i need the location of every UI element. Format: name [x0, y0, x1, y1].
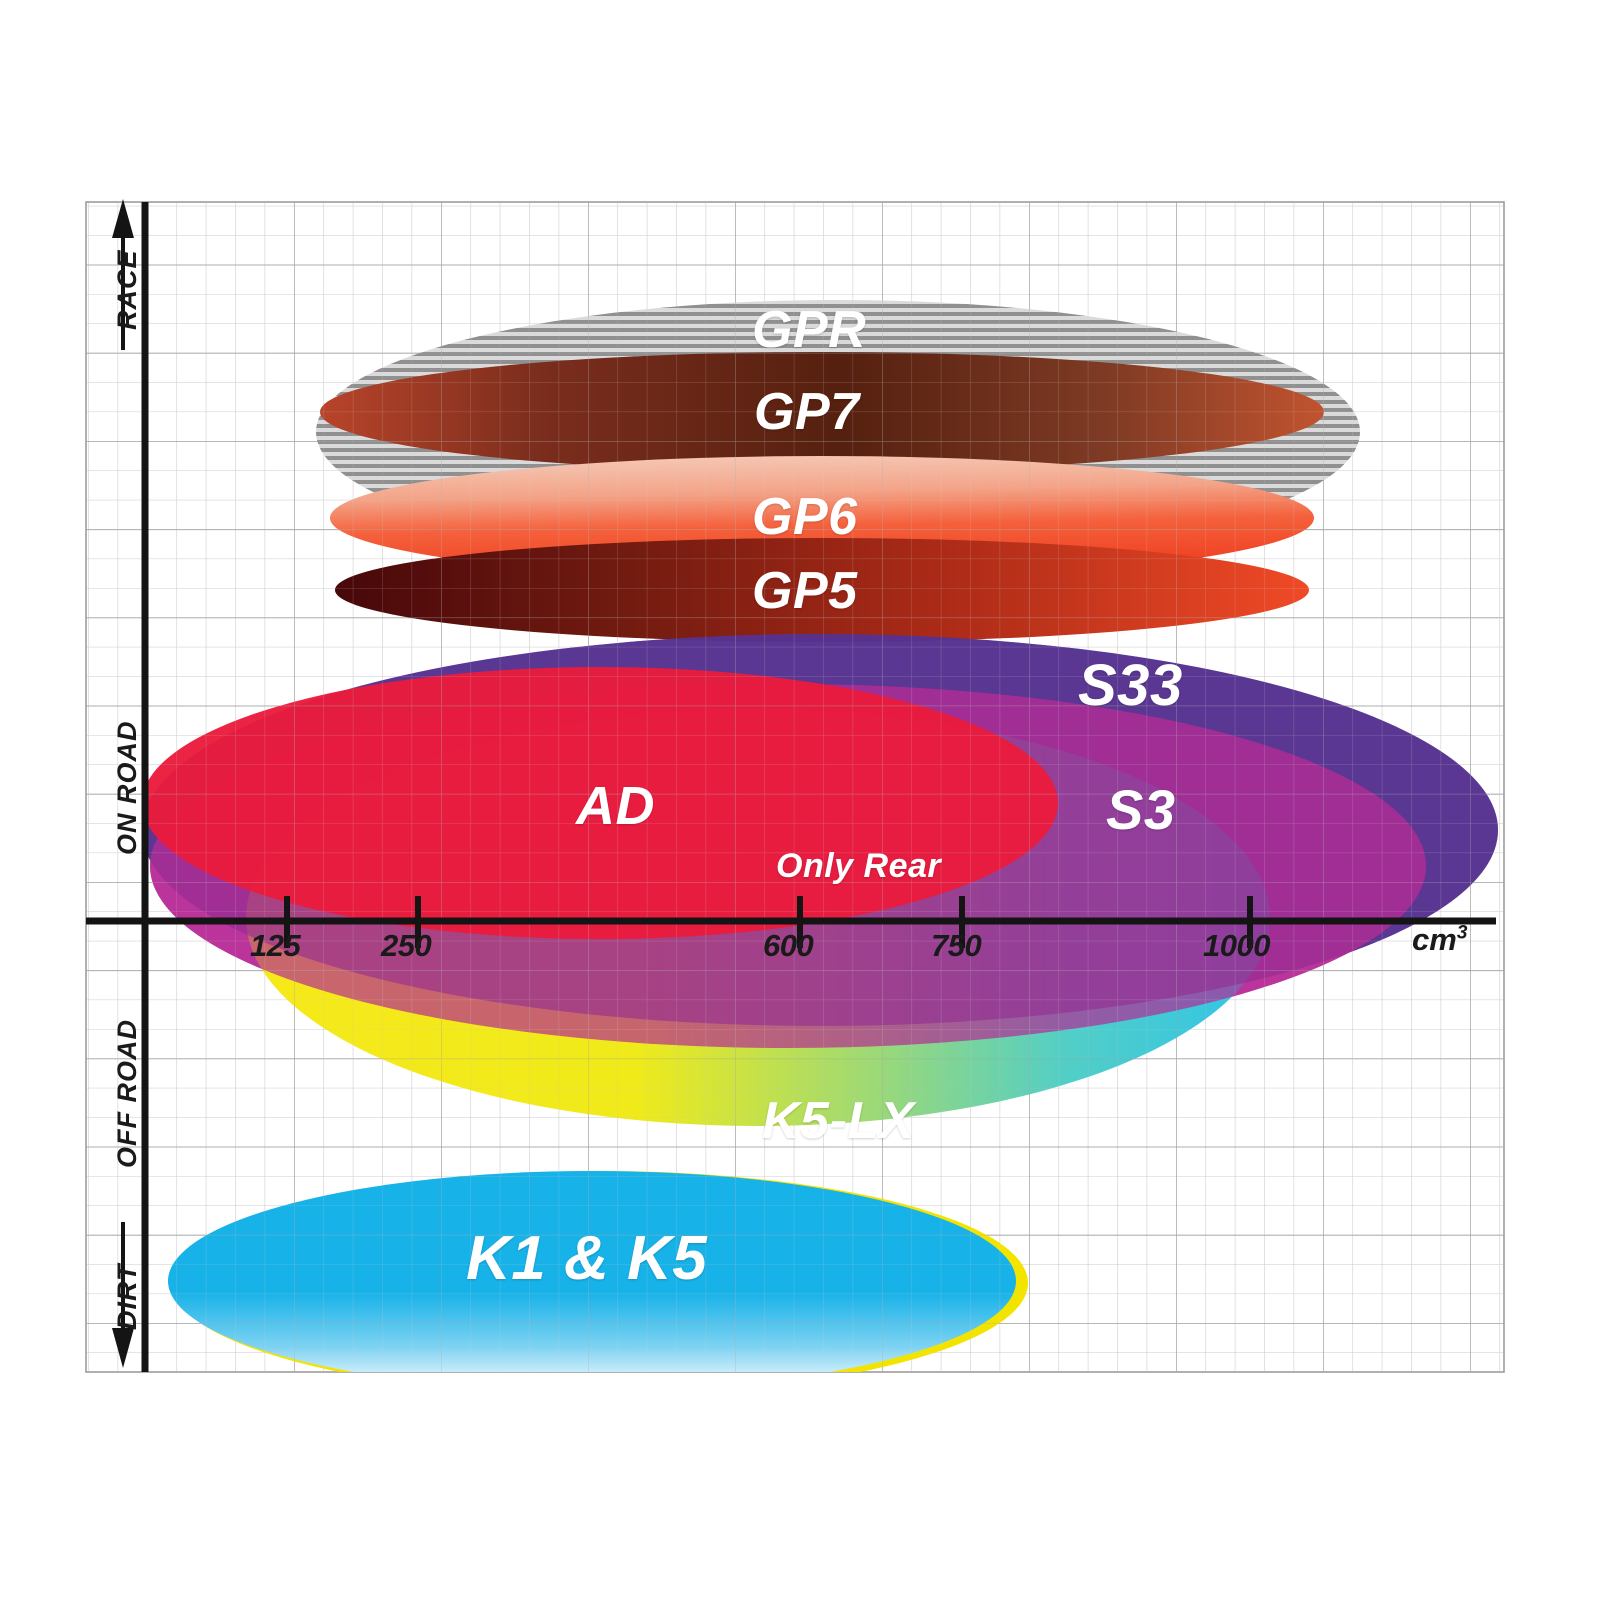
- xaxis-tick-600: 600: [763, 928, 814, 963]
- xaxis-unit-text: cm: [1412, 922, 1457, 957]
- yaxis-band-race: RACE: [112, 249, 142, 330]
- xaxis-unit-exponent: 3: [1456, 922, 1468, 944]
- xaxis-tick-250: 250: [381, 928, 432, 963]
- race-arrow-icon: [112, 199, 134, 350]
- yaxis-band-on-road: ON ROAD: [112, 720, 142, 856]
- xaxis-unit-label: cm3: [1412, 922, 1467, 958]
- yaxis-band-off-road: OFF ROAD: [112, 1019, 142, 1168]
- axes: [86, 199, 1496, 1372]
- yaxis-band-dirt: DIRT: [112, 1263, 142, 1330]
- xaxis-tick-750: 750: [931, 928, 982, 963]
- xaxis-tick-1000: 1000: [1203, 928, 1270, 963]
- xaxis-tick-125: 125: [250, 928, 301, 963]
- x-axis-ticks: [284, 896, 1253, 948]
- dirt-arrow-icon: [112, 1222, 134, 1368]
